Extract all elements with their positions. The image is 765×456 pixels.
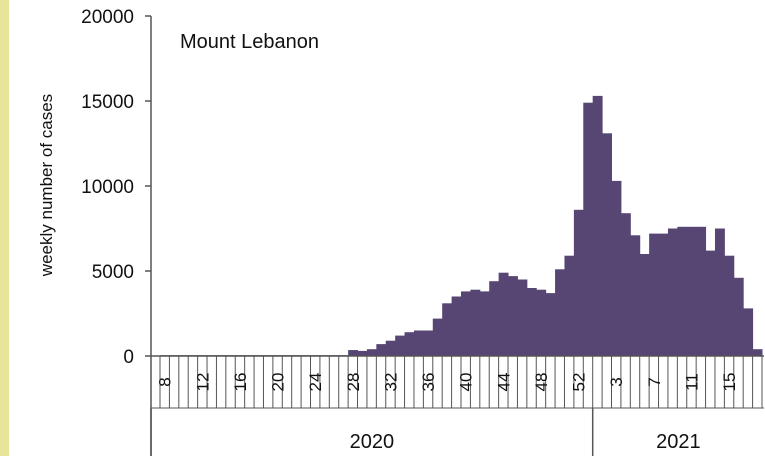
y-axis-label: weekly number of cases <box>37 94 56 277</box>
bar <box>686 226 697 356</box>
year-label-2021: 2021 <box>656 431 701 453</box>
bar <box>743 308 754 356</box>
bar <box>536 289 547 356</box>
bar <box>677 226 688 356</box>
bar <box>413 330 424 356</box>
x-tick-label: 11 <box>682 373 701 391</box>
bar <box>470 289 481 356</box>
bar <box>461 291 471 356</box>
x-tick-label: 16 <box>231 373 250 392</box>
bar <box>479 291 490 356</box>
bar <box>658 233 669 356</box>
bar <box>423 330 434 356</box>
bar <box>705 250 716 356</box>
bar <box>724 255 735 356</box>
bar <box>667 228 678 356</box>
bar <box>357 350 368 356</box>
y-tick-label: 10000 <box>81 177 134 198</box>
bar <box>555 269 565 356</box>
bar <box>508 276 518 356</box>
bar <box>442 303 453 356</box>
x-tick-label: 3 <box>607 377 626 386</box>
x-tick-label: 24 <box>306 373 325 392</box>
y-tick-label: 15000 <box>81 92 134 113</box>
bar <box>564 255 575 356</box>
x-tick-label: 32 <box>381 373 400 392</box>
bar <box>545 293 556 356</box>
bar <box>752 349 763 356</box>
x-tick-label: 20 <box>269 373 288 392</box>
bar <box>733 277 744 356</box>
y-tick-label: 20000 <box>81 7 134 28</box>
bar <box>395 335 406 356</box>
bar <box>573 209 584 356</box>
x-tick-label: 28 <box>344 373 363 392</box>
x-tick-label: 48 <box>532 373 551 392</box>
bar <box>385 340 396 356</box>
y-tick-label: 5000 <box>92 262 134 283</box>
bar <box>630 235 641 356</box>
bar <box>620 213 631 356</box>
chart-title: Mount Lebanon <box>180 31 319 53</box>
x-tick-label: 12 <box>193 373 212 392</box>
bar <box>517 279 528 356</box>
bar <box>639 254 650 356</box>
bar <box>348 350 359 356</box>
x-tick-label: 40 <box>457 373 476 392</box>
bar <box>376 344 387 356</box>
x-tick-label: 36 <box>419 373 438 392</box>
bar <box>696 226 707 356</box>
bar <box>602 133 612 356</box>
y-tick-label: 0 <box>123 347 134 368</box>
bar <box>611 180 622 356</box>
year-label-2020: 2020 <box>350 431 395 453</box>
bar <box>366 349 377 356</box>
bar <box>451 296 462 356</box>
bar <box>526 288 537 356</box>
bar <box>592 95 603 357</box>
left-border <box>0 0 9 456</box>
x-tick-label: 52 <box>570 373 589 392</box>
bar <box>583 102 594 356</box>
x-tick-label: 7 <box>645 377 664 386</box>
x-tick-label: 44 <box>494 373 513 392</box>
bar <box>498 272 509 356</box>
bar <box>714 228 725 356</box>
bar <box>404 332 415 356</box>
x-tick-label: 15 <box>720 373 739 392</box>
bar <box>489 281 500 356</box>
bar <box>649 233 660 356</box>
bar <box>432 318 443 356</box>
x-tick-label: 8 <box>156 377 175 386</box>
